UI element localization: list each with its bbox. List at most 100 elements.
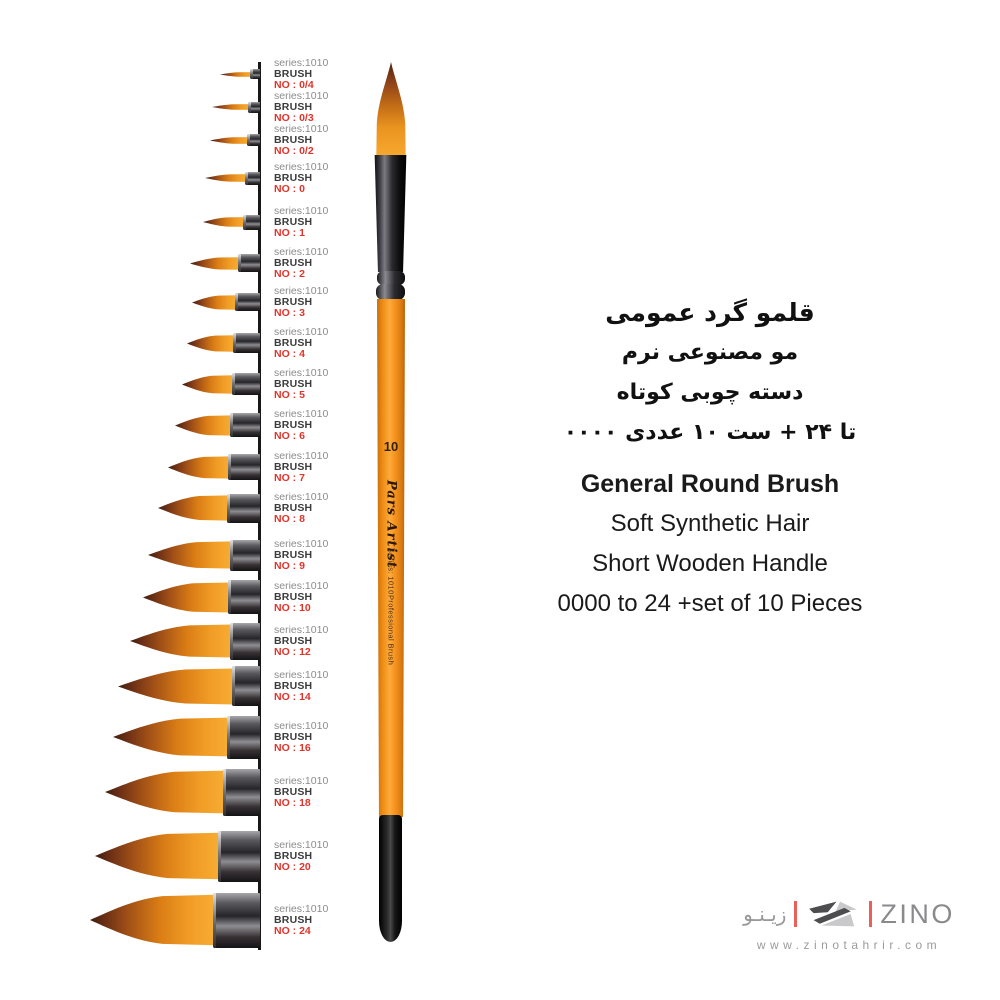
brush-number-label: NO : 8	[274, 512, 305, 525]
ferrule-collar	[228, 580, 231, 614]
ferrule-collar	[218, 830, 221, 882]
brush-ferrule-illustration	[230, 413, 260, 437]
brush-hair-illustration	[105, 770, 225, 814]
brush-number-label: NO : 6	[274, 429, 305, 442]
brush-item-labels: series:1010 BRUSH NO : 14	[274, 669, 346, 703]
ferrule-collar	[245, 171, 248, 185]
featured-brush-handle: 10 Pars Artist series: 1010 Professional…	[377, 299, 405, 817]
brush-ferrule-illustration	[223, 768, 260, 816]
ferrule-collar	[243, 214, 246, 230]
brush-series-label: series:1010	[274, 160, 329, 173]
brush-item-labels: series:1010 BRUSH NO : 8	[274, 490, 346, 525]
ferrule-collar	[238, 254, 241, 272]
brush-ferrule-illustration	[235, 293, 260, 311]
brush-item-labels: series:1010 BRUSH NO : 6	[274, 408, 346, 442]
brush-ferrule-illustration	[248, 101, 260, 113]
brush-type-label: BRUSH	[274, 418, 313, 431]
brush-ferrule-illustration	[243, 214, 260, 230]
brush-series-label: series:1010	[274, 366, 329, 379]
ferrule-collar	[248, 101, 251, 113]
featured-brush-ferrule	[374, 155, 407, 272]
brush-series-label: series:1010	[274, 719, 329, 732]
zino-logo: زیـنـو ZINO www.zinotahrir.com	[738, 896, 960, 953]
brush-ferrule-illustration	[230, 622, 260, 660]
brush-ferrule-illustration	[232, 373, 260, 395]
brush-hair-illustration	[192, 294, 237, 310]
brush-item-labels: series:1010 BRUSH NO : 0/3	[274, 89, 346, 124]
brush-number-label: NO : 20	[274, 860, 311, 873]
brush-series-label: series:1010	[274, 537, 329, 550]
ferrule-collar	[223, 768, 226, 816]
brush-type-label: BRUSH	[274, 730, 313, 743]
brush-hair-illustration	[148, 541, 232, 569]
ferrule-collar	[230, 622, 233, 660]
product-title-fa: قلمو گرد عمومی	[605, 298, 815, 327]
product-range-fa: ۰۰۰۰ تا ۲۴ + ست ۱۰ عددی	[563, 420, 857, 445]
brush-item-labels: series:1010 BRUSH NO : 3	[274, 285, 346, 319]
brush-number-label: NO : 0/2	[274, 144, 314, 157]
brush-type-label: BRUSH	[274, 215, 313, 228]
website-url: www.zinotahrir.com	[756, 938, 942, 952]
brush-brand-text: Pars Artist	[383, 480, 399, 569]
brush-item-labels: series:1010 BRUSH NO : 0	[274, 160, 346, 195]
brush-item-labels: series:1010 BRUSH NO : 1	[274, 204, 346, 239]
ferrule-collar	[227, 715, 230, 759]
brush-item-labels: series:1010 BRUSH NO : 4	[274, 325, 346, 360]
brush-number-label: NO : 2	[274, 267, 305, 280]
zino-wordmark-en: ZINO	[880, 898, 955, 929]
brush-number-label: NO : 0/3	[274, 111, 314, 124]
product-info-panel: قلمو گرد عمومی مو مصنوعی نرم دسته چوبی ک…	[430, 293, 990, 624]
brush-item-labels: series:1010 BRUSH NO : 18	[274, 775, 346, 809]
ferrule-collar	[213, 892, 216, 948]
brush-series-label: series:1010	[274, 902, 329, 915]
brush-series-label: series:1010	[274, 245, 329, 258]
brush-hair-illustration	[220, 71, 252, 77]
brush-hair-illustration	[205, 174, 247, 182]
brush-hair-illustration	[130, 624, 232, 658]
brush-number-label: NO : 3	[274, 306, 305, 319]
brush-type-label: BRUSH	[274, 171, 313, 184]
brush-type-label: BRUSH	[274, 590, 313, 603]
brush-hair-illustration	[210, 136, 249, 144]
brush-series-label: series:1010	[274, 89, 329, 102]
brush-item-labels: series:1010 BRUSH NO : 5	[274, 366, 346, 401]
ferrule-collar	[227, 493, 230, 523]
product-range-en: 0000 to 24 +set of 10 Pieces	[557, 590, 863, 617]
product-title-en: General Round Brush	[580, 470, 840, 498]
brush-item-labels: series:1010 BRUSH NO : 24	[274, 902, 346, 937]
brush-number-label: NO : 14	[274, 690, 311, 703]
brush-item-labels: series:1010 BRUSH NO : 7	[274, 450, 346, 484]
ferrule-collar	[230, 539, 233, 571]
brush-series-label: series:1010	[274, 623, 329, 636]
brush-series-label: series:1010	[274, 325, 329, 338]
ferrule-collar	[250, 69, 253, 79]
brush-series-label: series:1010	[274, 490, 329, 503]
brush-ferrule-illustration	[232, 666, 260, 706]
brush-hair-illustration	[90, 894, 215, 946]
brush-hair-illustration	[143, 581, 230, 613]
brush-number-label: NO : 12	[274, 645, 311, 658]
brush-ferrule-illustration	[250, 69, 260, 79]
product-hair-fa: مو مصنوعی نرم	[621, 340, 799, 365]
brush-series-label: series:1010	[274, 204, 329, 217]
brush-number-label: NO : 9	[274, 559, 305, 572]
brush-type-label: BRUSH	[274, 913, 313, 926]
brush-number-label: NO : 7	[274, 471, 305, 484]
product-handle-en: Short Wooden Handle	[592, 550, 828, 577]
brush-ferrule-illustration	[228, 580, 260, 614]
ferrule-collar	[235, 293, 238, 311]
brush-type-label: BRUSH	[274, 501, 313, 514]
brush-profession-text: Professional Brush	[386, 595, 396, 666]
ferrule-collar	[247, 134, 250, 146]
brush-type-label: BRUSH	[274, 377, 313, 390]
brush-ferrule-illustration	[238, 254, 260, 272]
brush-type-label: BRUSH	[274, 460, 313, 473]
brush-series-text: series: 1010	[386, 549, 396, 595]
zino-wordmark-fa: زیـنـو	[743, 902, 787, 926]
brush-hair-illustration	[118, 668, 234, 704]
brush-ferrule-illustration	[247, 134, 260, 146]
ferrule-collar	[230, 413, 233, 437]
brush-number-label: NO : 16	[274, 741, 311, 754]
brush-hair-illustration	[203, 217, 245, 227]
